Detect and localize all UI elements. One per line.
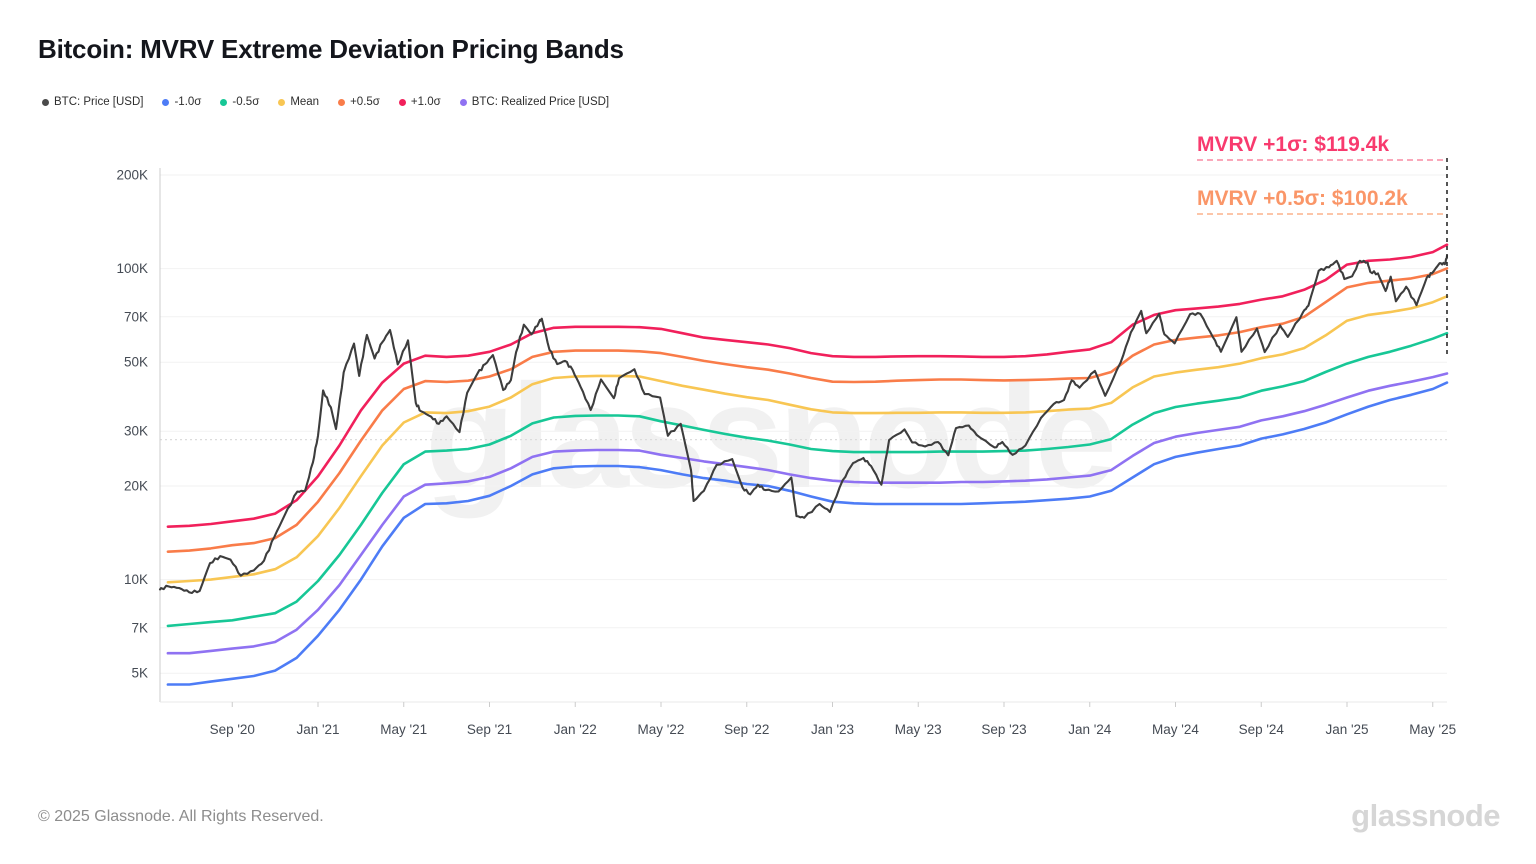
x-axis-label: Jan '23 [811, 722, 854, 737]
legend-dot-icon [398, 98, 406, 106]
x-axis-label: Jan '22 [554, 722, 597, 737]
annotation-mvrv-plus-0p5sigma: MVRV +0.5σ: $100.2k [1197, 187, 1408, 210]
legend-item-label: BTC: Price [USD] [54, 96, 144, 108]
legend-item--0.5-[interactable]: -0.5σ [220, 96, 259, 108]
y-axis-label: 50K [124, 355, 148, 370]
glassnode-logo: glassnode [1351, 798, 1500, 833]
x-axis-label: Sep '23 [981, 722, 1026, 737]
legend-item-btc-realized-price-usd-[interactable]: BTC: Realized Price [USD] [459, 96, 610, 108]
y-axis-label: 200K [116, 168, 148, 183]
legend-dot-icon [220, 98, 228, 106]
y-axis-label: 70K [124, 309, 148, 324]
x-axis-label: May '22 [638, 722, 685, 737]
series-line-+1.0- [166, 243, 1449, 528]
legend-item-label: -1.0σ [174, 96, 202, 108]
series-line-mean [166, 295, 1449, 584]
legend-item-label: BTC: Realized Price [USD] [471, 96, 610, 108]
x-axis-label: May '24 [1152, 722, 1199, 737]
legend-dot-icon [278, 98, 286, 106]
legend-item-label: +0.5σ [350, 96, 380, 108]
legend-item-label: +1.0σ [410, 96, 441, 108]
x-axis-label: Sep '21 [467, 722, 512, 737]
x-axis-label: Jan '25 [1325, 722, 1368, 737]
chart-legend: BTC: Price [USD] -1.0σ -0.5σ Mean +0.5σ +1.0σ… [42, 96, 609, 108]
series-line-btc-price-usd- [158, 254, 1449, 595]
series-line--0.5- [166, 331, 1449, 628]
x-axis-label: Jan '24 [1068, 722, 1112, 737]
legend-item-+0.5-[interactable]: +0.5σ [338, 96, 380, 108]
legend-dot-icon [459, 98, 467, 106]
annotation-mvrv-plus-1sigma: MVRV +1σ: $119.4k [1197, 133, 1390, 156]
legend-dot-icon [42, 98, 49, 106]
x-axis-label: May '25 [1409, 722, 1456, 737]
x-axis-label: May '21 [380, 722, 427, 737]
legend-dot-icon [338, 98, 346, 106]
legend-item-label: -0.5σ [232, 96, 260, 108]
copyright-text: © 2025 Glassnode. All Rights Reserved. [38, 808, 324, 825]
legend-dot-icon [162, 98, 170, 106]
x-axis-label: May '23 [895, 722, 942, 737]
page-title: Bitcoin: MVRV Extreme Deviation Pricing … [38, 34, 624, 64]
y-axis-label: 5K [131, 666, 148, 681]
x-axis-label: Jan '21 [296, 722, 339, 737]
y-axis-label: 20K [124, 479, 148, 494]
legend-item-label: Mean [290, 96, 320, 108]
x-axis-label: Sep '20 [210, 722, 255, 737]
x-axis-label: Sep '22 [724, 722, 769, 737]
series-line--1.0- [166, 381, 1449, 686]
y-axis-label: 10K [124, 572, 148, 587]
series-line-btc-realized-price-usd- [166, 372, 1449, 655]
legend-item--1.0-[interactable]: -1.0σ [162, 96, 201, 108]
legend-item-mean[interactable]: Mean [278, 96, 319, 108]
series-line-+0.5- [166, 267, 1449, 553]
legend-item-btc-price-usd-[interactable]: BTC: Price [USD] [42, 96, 143, 108]
y-axis-label: 7K [131, 620, 148, 635]
x-axis-label: Sep '24 [1239, 722, 1285, 737]
legend-item-+1.0-[interactable]: +1.0σ [398, 96, 441, 108]
y-axis-label: 30K [124, 424, 148, 439]
y-axis-label: 100K [116, 261, 148, 276]
